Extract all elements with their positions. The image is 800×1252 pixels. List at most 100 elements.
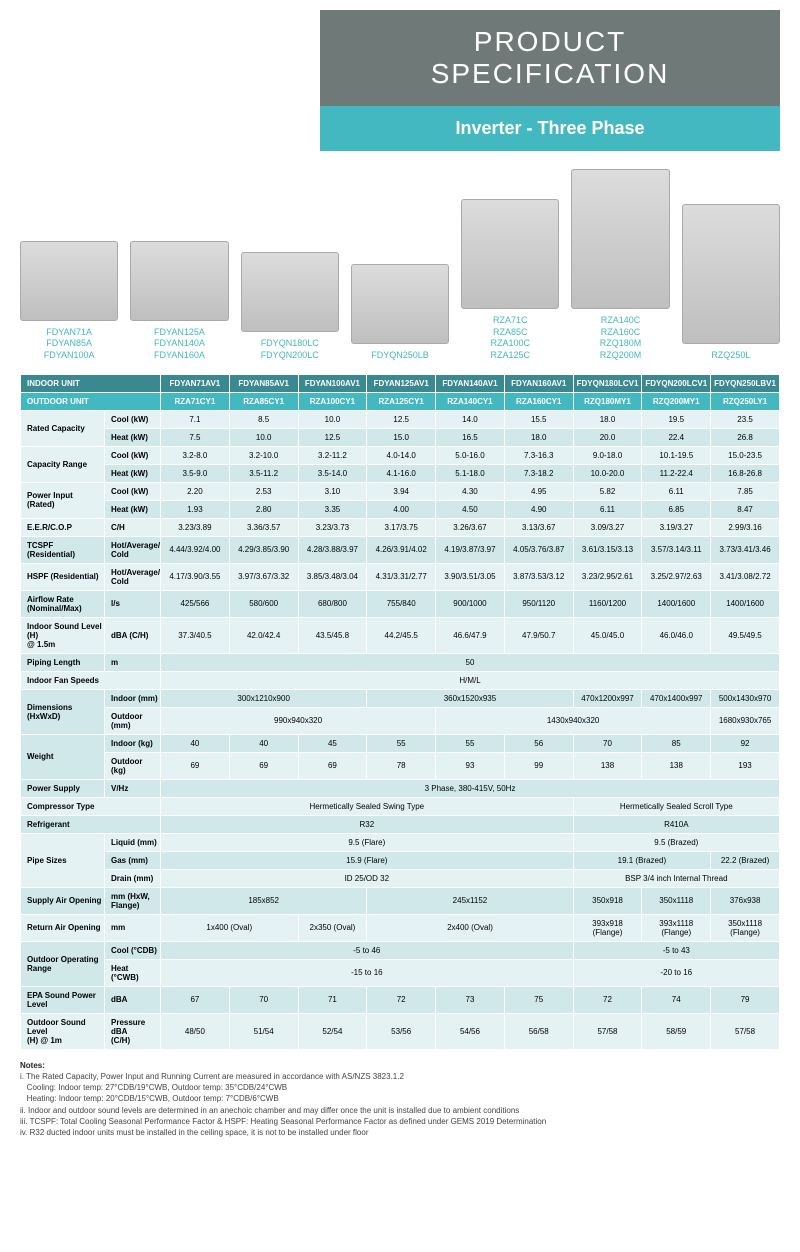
cell: 7.3-18.2 (504, 464, 573, 482)
cell: 72 (367, 986, 436, 1013)
col-header: INDOOR UNIT (21, 374, 161, 392)
col-header: FDYAN160AV1 (504, 374, 573, 392)
cell: 53/56 (367, 1013, 436, 1049)
row-main-label: Pipe Sizes (21, 833, 105, 887)
product: RZA140C RZA160C RZQ180M RZQ200M (571, 169, 669, 362)
col-header: FDYAN100AV1 (298, 374, 367, 392)
cell: 54/56 (436, 1013, 505, 1049)
cell: 3.2-10.0 (229, 446, 298, 464)
cell: 10.0 (298, 410, 367, 428)
row-sub-label: dBA (C/H) (105, 617, 161, 653)
page-title: PRODUCT SPECIFICATION (320, 10, 780, 106)
cell: -5 to 43 (573, 941, 779, 959)
cell: 5.1-18.0 (436, 464, 505, 482)
cell: 56/58 (504, 1013, 573, 1049)
cell: 15.0-23.5 (711, 446, 780, 464)
cell: 4.05/3.76/3.87 (504, 536, 573, 563)
row-sub-label: dBA (105, 986, 161, 1013)
cell: 3.35 (298, 500, 367, 518)
row-sub-label: Outdoor (mm) (105, 707, 161, 734)
cell: 58/59 (642, 1013, 711, 1049)
row-main-label: Indoor Fan Speeds (21, 671, 161, 689)
row-sub-label: Liquid (mm) (105, 833, 161, 851)
cell: 5.0-16.0 (436, 446, 505, 464)
col-header: RZA125CY1 (367, 392, 436, 410)
cell: 16.8-26.8 (711, 464, 780, 482)
col-header: FDYQN180LCV1 (573, 374, 642, 392)
cell: 43.5/45.8 (298, 617, 367, 653)
cell: 11.2-22.4 (642, 464, 711, 482)
product-label: FDYQN180LC FDYQN200LC (241, 338, 339, 361)
row-sub-label: Pressure dBA (C/H) (105, 1013, 161, 1049)
product: FDYQN180LC FDYQN200LC (241, 252, 339, 361)
cell: 680/800 (298, 590, 367, 617)
cell: 99 (504, 752, 573, 779)
cell: R32 (161, 815, 574, 833)
product-image (241, 252, 339, 332)
cell: 2.20 (161, 482, 230, 500)
row-main-label: Indoor Sound Level (H) @ 1.5m (21, 617, 105, 653)
col-header: FDYQN250LBV1 (711, 374, 780, 392)
cell: 350x1118 (642, 887, 711, 914)
col-header: RZA140CY1 (436, 392, 505, 410)
page-subtitle: Inverter - Three Phase (320, 106, 780, 151)
cell: 26.8 (711, 428, 780, 446)
cell: 48/50 (161, 1013, 230, 1049)
cell: 1400/1600 (711, 590, 780, 617)
cell: 7.5 (161, 428, 230, 446)
notes-title: Notes: (20, 1061, 45, 1070)
cell: 3.73/3.41/3.46 (711, 536, 780, 563)
cell: 69 (161, 752, 230, 779)
cell: 990x940x320 (161, 707, 436, 734)
cell: 3.94 (367, 482, 436, 500)
cell: 2x350 (Oval) (298, 914, 367, 941)
row-sub-label: m (105, 653, 161, 671)
cell: 78 (367, 752, 436, 779)
cell: 85 (642, 734, 711, 752)
cell: 92 (711, 734, 780, 752)
cell: 70 (229, 986, 298, 1013)
row-sub-label: Indoor (kg) (105, 734, 161, 752)
cell: 74 (642, 986, 711, 1013)
cell: 55 (367, 734, 436, 752)
cell: 3.10 (298, 482, 367, 500)
cell: 4.0-14.0 (367, 446, 436, 464)
cell: 10.0-20.0 (573, 464, 642, 482)
cell: 52/54 (298, 1013, 367, 1049)
cell: 1x400 (Oval) (161, 914, 299, 941)
cell: 3.26/3.67 (436, 518, 505, 536)
cell: 15.5 (504, 410, 573, 428)
product-label: FDYQN250LB (351, 350, 449, 362)
cell: 755/840 (367, 590, 436, 617)
cell: 73 (436, 986, 505, 1013)
cell: -15 to 16 (161, 959, 574, 986)
cell: 376x938 (711, 887, 780, 914)
row-main-label: Piping Length (21, 653, 105, 671)
row-sub-label: Hot/Average/ Cold (105, 563, 161, 590)
col-header: RZQ250LY1 (711, 392, 780, 410)
product-image (682, 204, 780, 344)
col-header: RZQ200MY1 (642, 392, 711, 410)
cell: 580/600 (229, 590, 298, 617)
cell: 49.5/49.5 (711, 617, 780, 653)
product-image (130, 241, 228, 321)
cell: 16.5 (436, 428, 505, 446)
product: RZA71C RZA85C RZA100C RZA125C (461, 199, 559, 362)
col-header: RZQ180MY1 (573, 392, 642, 410)
row-sub-label: mm (105, 914, 161, 941)
cell: 18.0 (504, 428, 573, 446)
product-label: RZQ250L (682, 350, 780, 362)
cell: 470x1200x997 (573, 689, 642, 707)
cell: -20 to 16 (573, 959, 779, 986)
cell: Hermetically Sealed Scroll Type (573, 797, 779, 815)
product: FDYAN71A FDYAN85A FDYAN100A (20, 241, 118, 362)
cell: 470x1400x997 (642, 689, 711, 707)
note-line: Heating: Indoor temp: 20°CDB/15°CWB, Out… (20, 1093, 780, 1104)
product: RZQ250L (682, 204, 780, 362)
cell: 3.23/3.73 (298, 518, 367, 536)
row-sub-label: Cool (kW) (105, 410, 161, 428)
cell: 4.44/3.92/4.00 (161, 536, 230, 563)
cell: 9.0-18.0 (573, 446, 642, 464)
cell: 6.11 (573, 500, 642, 518)
col-header: FDYAN125AV1 (367, 374, 436, 392)
